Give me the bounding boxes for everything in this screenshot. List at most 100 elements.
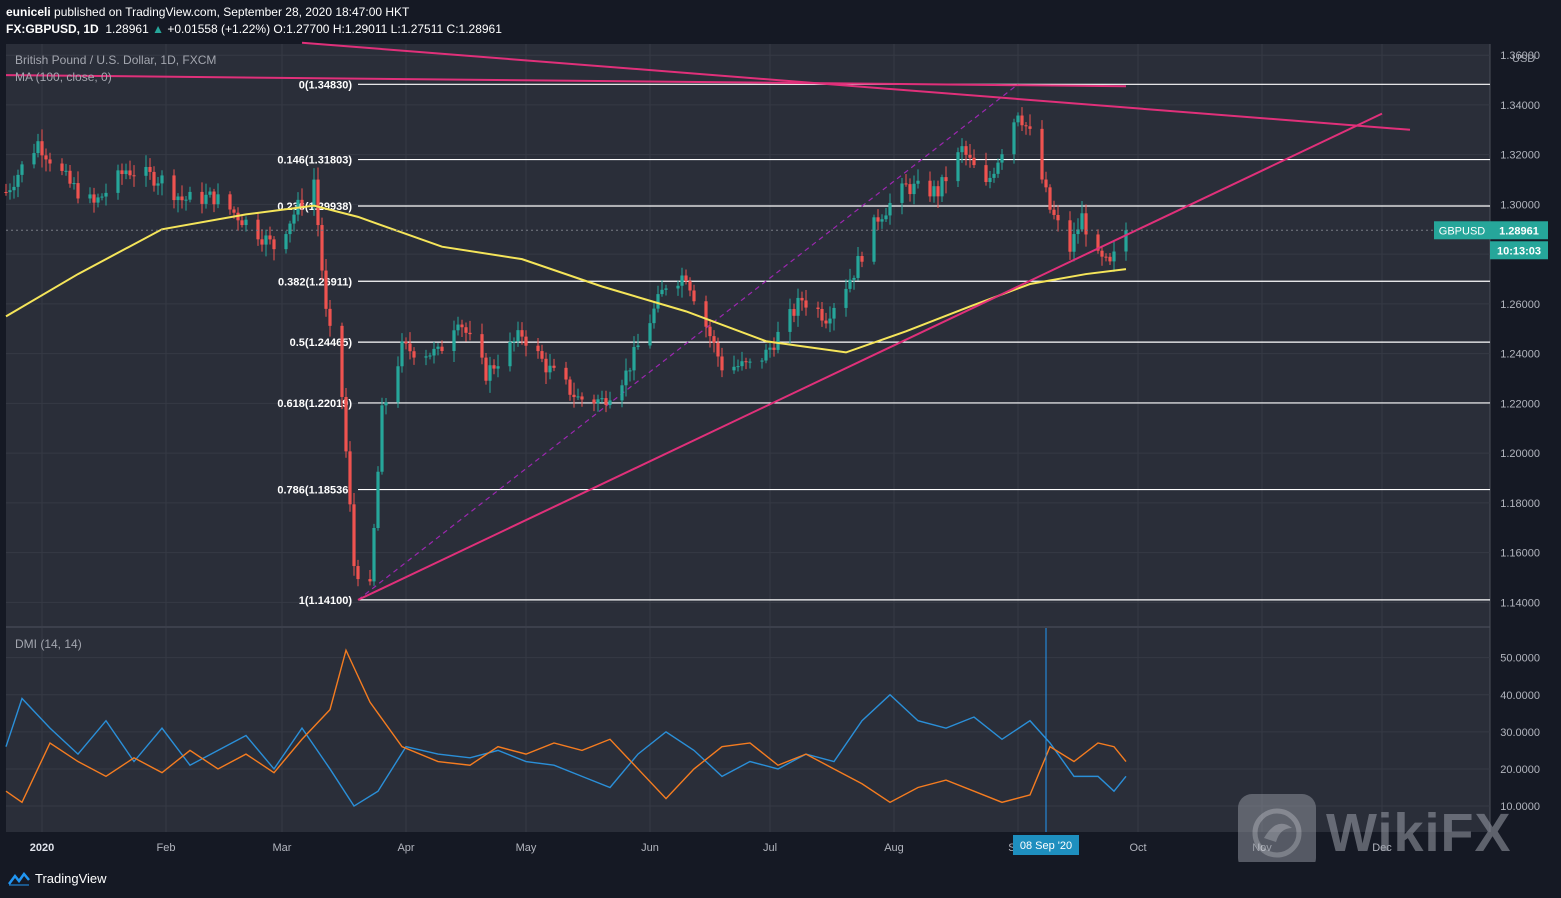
candle-body[interactable]: [764, 349, 768, 361]
candle-body[interactable]: [460, 324, 464, 328]
candle-body[interactable]: [16, 174, 20, 187]
candle-body[interactable]: [264, 235, 268, 245]
candle-body[interactable]: [1124, 230, 1128, 252]
candle-body[interactable]: [124, 170, 128, 175]
candle-body[interactable]: [572, 394, 576, 398]
candle-body[interactable]: [676, 285, 680, 289]
candle-body[interactable]: [656, 294, 660, 309]
candle-body[interactable]: [684, 275, 688, 282]
candle-body[interactable]: [176, 196, 180, 201]
candle-body[interactable]: [968, 154, 972, 158]
candle-body[interactable]: [144, 166, 148, 176]
candle-body[interactable]: [96, 197, 100, 203]
symbol-badge[interactable]: [1434, 221, 1490, 240]
candle-body[interactable]: [688, 281, 692, 291]
candle-body[interactable]: [212, 191, 216, 205]
fib-anchor-line[interactable]: [357, 83, 1019, 601]
candle-body[interactable]: [456, 324, 460, 331]
candle-body[interactable]: [376, 471, 380, 528]
candle-body[interactable]: [936, 186, 940, 197]
candle-body[interactable]: [1024, 125, 1028, 127]
candle-body[interactable]: [100, 196, 104, 198]
candle-body[interactable]: [268, 235, 272, 240]
candle-body[interactable]: [1080, 213, 1084, 230]
candle-body[interactable]: [1100, 250, 1104, 257]
candle-body[interactable]: [508, 341, 512, 367]
candle-body[interactable]: [492, 365, 496, 369]
candle-body[interactable]: [512, 341, 516, 343]
candle-body[interactable]: [404, 341, 408, 344]
candle-body[interactable]: [740, 361, 744, 367]
candle-body[interactable]: [8, 190, 12, 193]
candle-body[interactable]: [984, 165, 988, 183]
candle-body[interactable]: [48, 159, 52, 164]
dmi-minus-line[interactable]: [5, 648, 1127, 804]
candle-body[interactable]: [200, 191, 204, 204]
candle-body[interactable]: [620, 385, 624, 401]
candle-body[interactable]: [440, 346, 444, 352]
candle-body[interactable]: [832, 307, 836, 319]
candle-body[interactable]: [548, 365, 552, 373]
candle-body[interactable]: [232, 209, 236, 213]
candle-body[interactable]: [908, 184, 912, 195]
candle-body[interactable]: [312, 179, 316, 207]
candle-body[interactable]: [956, 152, 960, 182]
candle-body[interactable]: [804, 300, 808, 308]
candle-body[interactable]: [568, 379, 572, 395]
candle-body[interactable]: [880, 219, 884, 222]
last-price-badge[interactable]: [1490, 221, 1548, 240]
candle-body[interactable]: [592, 399, 596, 404]
candle-body[interactable]: [536, 345, 540, 352]
candle-body[interactable]: [872, 217, 876, 262]
candle-body[interactable]: [260, 239, 264, 245]
candle-body[interactable]: [636, 345, 640, 348]
candle-body[interactable]: [720, 356, 724, 371]
candle-body[interactable]: [940, 177, 944, 197]
candle-body[interactable]: [464, 327, 468, 333]
candle-body[interactable]: [820, 308, 824, 321]
candle-body[interactable]: [628, 370, 632, 372]
candle-body[interactable]: [648, 323, 652, 346]
candle-body[interactable]: [208, 191, 212, 195]
candle-body[interactable]: [184, 199, 188, 201]
candle-body[interactable]: [12, 186, 16, 191]
candle-body[interactable]: [768, 347, 772, 350]
candle-body[interactable]: [244, 219, 248, 226]
candle-body[interactable]: [796, 297, 800, 316]
candle-body[interactable]: [300, 199, 304, 207]
candle-body[interactable]: [324, 270, 328, 309]
candle-body[interactable]: [44, 155, 48, 160]
candle-body[interactable]: [1076, 229, 1080, 235]
candle-body[interactable]: [372, 527, 376, 582]
candle-body[interactable]: [652, 308, 656, 324]
candle-body[interactable]: [928, 180, 932, 197]
candle-body[interactable]: [424, 356, 428, 358]
candle-body[interactable]: [712, 336, 716, 343]
candle-body[interactable]: [488, 365, 492, 381]
candle-body[interactable]: [288, 223, 292, 235]
trendline[interactable]: [301, 41, 1411, 131]
candle-body[interactable]: [64, 170, 68, 172]
candle-body[interactable]: [800, 297, 804, 301]
candle-body[interactable]: [596, 399, 600, 404]
candle-body[interactable]: [972, 157, 976, 166]
candle-body[interactable]: [848, 279, 852, 289]
candle-body[interactable]: [396, 366, 400, 403]
candle-body[interactable]: [204, 194, 208, 204]
candle-body[interactable]: [744, 361, 748, 363]
candle-body[interactable]: [1104, 256, 1108, 258]
candle-body[interactable]: [380, 405, 384, 472]
candle-body[interactable]: [60, 163, 64, 171]
candle-body[interactable]: [988, 177, 992, 183]
candle-body[interactable]: [432, 348, 436, 356]
candle-body[interactable]: [484, 357, 488, 381]
candle-body[interactable]: [708, 326, 712, 337]
candle-body[interactable]: [1056, 214, 1060, 221]
candle-body[interactable]: [788, 309, 792, 332]
chart-canvas[interactable]: 2020FebMarAprMayJunJulAugSepOctNovDec1.3…: [0, 0, 1561, 862]
candle-body[interactable]: [544, 358, 548, 373]
candle-body[interactable]: [564, 367, 568, 380]
candle-body[interactable]: [20, 164, 24, 175]
candle-body[interactable]: [400, 341, 404, 367]
candle-body[interactable]: [912, 183, 916, 195]
